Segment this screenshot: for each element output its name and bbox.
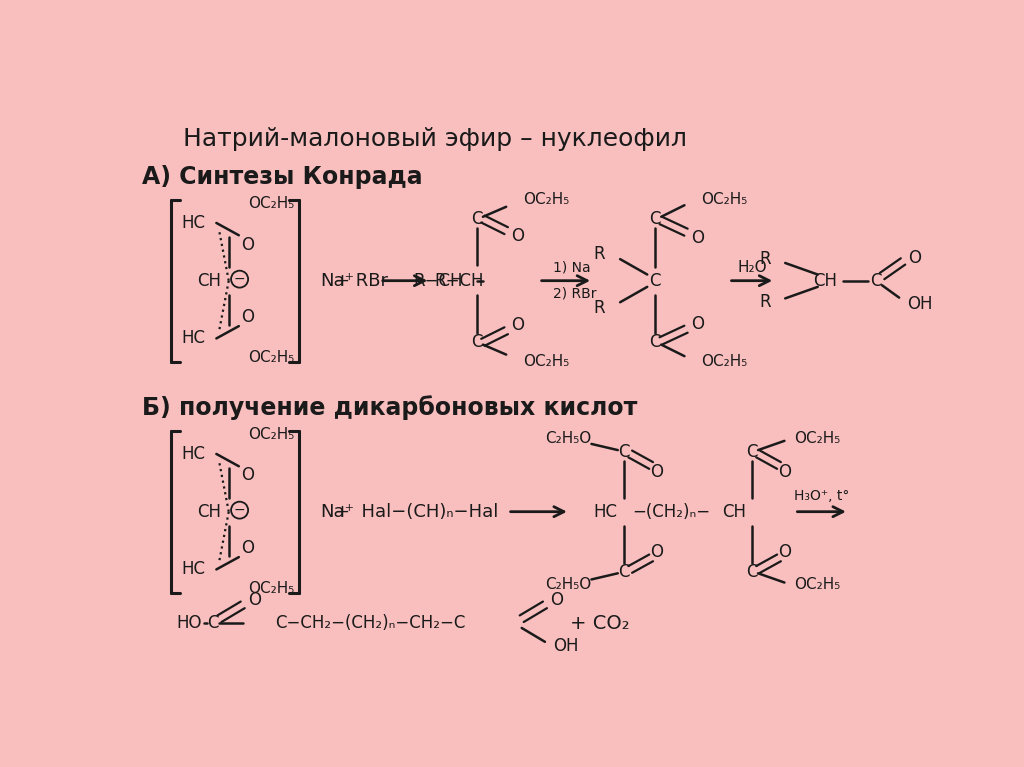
Text: R: R (593, 298, 604, 317)
Text: Na⁺: Na⁺ (321, 272, 354, 290)
Text: OC₂H₅: OC₂H₅ (795, 431, 841, 446)
Text: O: O (242, 466, 255, 485)
Text: H₃O⁺, t°: H₃O⁺, t° (794, 489, 849, 503)
Text: R: R (760, 293, 771, 311)
Text: CH: CH (197, 272, 221, 290)
Text: 1) Na: 1) Na (553, 261, 590, 275)
Text: C₂H₅O: C₂H₅O (545, 578, 592, 592)
Text: +  Hal−(CH)ₙ−Hal: + Hal−(CH)ₙ−Hal (335, 502, 499, 521)
Text: R−CH: R−CH (434, 272, 483, 290)
Text: OH: OH (907, 295, 933, 313)
Text: CH: CH (722, 502, 745, 521)
Text: O: O (242, 308, 255, 326)
Text: C: C (649, 272, 660, 290)
Text: C: C (746, 443, 758, 461)
Text: −: − (233, 503, 246, 517)
Text: O: O (242, 235, 255, 254)
Text: C₂H₅O: C₂H₅O (545, 431, 592, 446)
Text: C: C (618, 443, 630, 461)
Text: HC: HC (181, 561, 206, 578)
Text: −(CH₂)ₙ−: −(CH₂)ₙ− (632, 502, 710, 521)
Text: HO: HO (176, 614, 202, 632)
Text: 2) RBr: 2) RBr (553, 287, 596, 301)
Text: C: C (649, 334, 660, 351)
Text: O: O (248, 591, 261, 609)
Text: O: O (690, 314, 703, 333)
Text: O: O (908, 249, 922, 267)
Text: + RBr: + RBr (335, 272, 388, 290)
Text: OC₂H₅: OC₂H₅ (248, 351, 295, 365)
Text: Na⁺: Na⁺ (321, 502, 354, 521)
Text: R−CH: R−CH (414, 272, 463, 290)
Text: HC: HC (181, 445, 206, 463)
Text: C: C (208, 614, 219, 632)
Text: C: C (618, 563, 630, 581)
Text: C−CH₂−(CH₂)ₙ−CH₂−C: C−CH₂−(CH₂)ₙ−CH₂−C (275, 614, 466, 632)
Text: OC₂H₅: OC₂H₅ (248, 427, 295, 443)
Text: O: O (512, 316, 524, 334)
Text: C: C (870, 272, 882, 290)
Text: −: − (233, 272, 246, 286)
Text: C: C (746, 563, 758, 581)
Text: C: C (471, 210, 482, 228)
Text: HC: HC (594, 502, 617, 521)
Text: O: O (690, 229, 703, 246)
Text: + CO₂: + CO₂ (569, 614, 630, 633)
Text: H₂O: H₂O (737, 260, 767, 275)
Text: OC₂H₅: OC₂H₅ (248, 581, 295, 596)
Text: R: R (760, 250, 771, 268)
Text: O: O (242, 539, 255, 557)
Text: OC₂H₅: OC₂H₅ (795, 578, 841, 592)
Text: O: O (650, 463, 664, 481)
Text: C: C (471, 334, 482, 351)
Text: OH: OH (553, 637, 579, 656)
Text: OC₂H₅: OC₂H₅ (523, 354, 569, 369)
Text: OC₂H₅: OC₂H₅ (248, 196, 295, 211)
Text: C: C (649, 210, 660, 228)
Text: CH: CH (813, 272, 838, 290)
Text: HC: HC (181, 330, 206, 347)
Text: O: O (512, 227, 524, 245)
Text: O: O (778, 463, 791, 481)
Text: O: O (650, 543, 664, 561)
Text: Б) получение дикарбоновых кислот: Б) получение дикарбоновых кислот (142, 395, 637, 420)
Text: OC₂H₅: OC₂H₅ (701, 193, 748, 207)
Text: А) Синтезы Конрада: А) Синтезы Конрада (142, 165, 423, 189)
Text: O: O (550, 591, 563, 609)
Text: OC₂H₅: OC₂H₅ (523, 193, 569, 207)
Text: O: O (778, 543, 791, 561)
Text: HC: HC (181, 214, 206, 232)
Text: OC₂H₅: OC₂H₅ (701, 354, 748, 369)
Text: R: R (593, 245, 604, 263)
Text: CH: CH (197, 502, 221, 521)
Text: Натрий-малоновый эфир – нуклеофил: Натрий-малоновый эфир – нуклеофил (167, 127, 687, 150)
